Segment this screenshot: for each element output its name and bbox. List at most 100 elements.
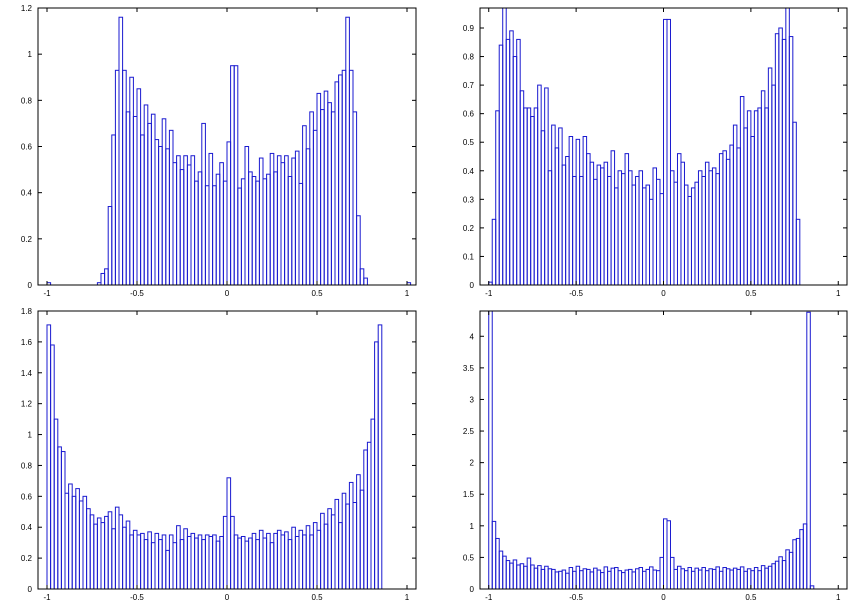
y-tick-label: 0.8	[463, 53, 475, 62]
histogram-bar	[663, 18, 668, 286]
histogram-bar	[57, 446, 62, 590]
x-tick-label: -0.5	[569, 593, 583, 602]
histogram-bar	[147, 122, 152, 286]
histogram-bar	[774, 33, 780, 286]
histogram-bar	[523, 565, 528, 590]
histogram-bar	[673, 181, 678, 286]
histogram-bar	[600, 572, 605, 590]
histogram-bar	[132, 115, 138, 286]
y-tick-label: 1.6	[21, 338, 33, 347]
histogram-bar	[356, 474, 361, 590]
histogram-bar	[753, 567, 759, 590]
histogram-bar	[251, 176, 257, 286]
histogram-bar	[718, 153, 724, 286]
histogram-bar	[589, 571, 595, 590]
histogram-bar	[150, 113, 156, 286]
histogram-bar	[118, 514, 124, 590]
x-tick-label: -1	[485, 289, 493, 298]
y-tick-label: 0	[28, 281, 33, 290]
histogram-bar	[607, 570, 612, 590]
histogram-bar	[593, 178, 598, 286]
histogram-bar	[46, 324, 52, 590]
histogram-bar	[610, 567, 616, 590]
histogram-bar	[100, 272, 106, 286]
histogram-bar	[176, 155, 181, 286]
histogram-bar	[323, 523, 329, 590]
histogram-bar	[312, 129, 318, 286]
histogram-bar	[172, 162, 178, 286]
histogram-bar	[316, 92, 322, 286]
histogram-bar	[687, 195, 692, 286]
histogram-bar	[579, 175, 584, 286]
histogram-bar	[248, 537, 253, 590]
histogram-bar	[586, 153, 591, 286]
histogram-bar	[291, 526, 296, 590]
histogram-bar	[273, 171, 278, 286]
histogram-bar	[704, 161, 710, 286]
histogram-svg: -1 -0.5 0 0.5 1 0 0.1 0.2 0.3 0.4 0.5 0.6 0.7 0.8 0.9	[463, 7, 848, 298]
histogram-bar	[669, 170, 675, 286]
histogram-bar	[276, 155, 282, 286]
histogram-bar	[509, 30, 514, 286]
histogram-bar	[572, 570, 577, 590]
histogram-bar	[172, 542, 178, 590]
histogram-bar	[111, 134, 116, 286]
histogram-bar	[89, 514, 95, 590]
histogram-bar	[262, 537, 268, 590]
histogram-bar	[683, 570, 689, 590]
histogram-bar	[104, 268, 109, 286]
histogram-bar	[68, 483, 73, 590]
y-tick-label: 0	[470, 585, 475, 594]
histogram-bar	[488, 310, 493, 590]
histogram-bar	[114, 69, 120, 286]
histogram-bar	[212, 534, 217, 590]
histogram-bar	[219, 162, 224, 286]
histogram-bar	[143, 539, 149, 590]
histogram-bar	[114, 506, 120, 590]
y-tick-label: 1	[28, 50, 33, 59]
x-tick-label: -0.5	[569, 289, 583, 298]
histogram-bar	[305, 525, 311, 590]
histogram-bar	[792, 539, 797, 590]
histogram-bar	[194, 180, 199, 286]
y-tick-label: 0.2	[21, 235, 33, 244]
histogram-bar	[746, 568, 752, 590]
y-tick-label: 0.1	[463, 252, 475, 261]
x-tick-label: 0	[225, 289, 230, 298]
histogram-bar	[722, 567, 727, 590]
y-tick-label: 1.8	[21, 307, 33, 316]
y-tick-label: 0.5	[463, 138, 475, 147]
histogram-bar	[302, 125, 307, 286]
histogram-bar	[781, 560, 787, 590]
y-tick-label: 0	[470, 281, 475, 290]
histogram-bar	[327, 508, 332, 590]
x-tick-label: 1	[836, 593, 841, 602]
y-tick-label: 0.6	[463, 110, 475, 119]
y-tick-label: 1	[470, 522, 475, 531]
histogram-bar	[244, 540, 250, 590]
histogram-bar	[739, 96, 745, 286]
y-tick-label: 1	[28, 431, 33, 440]
histogram-bar	[186, 535, 192, 590]
histogram-bar	[208, 152, 214, 286]
histogram-bar	[204, 185, 210, 286]
histogram-bar	[589, 161, 595, 286]
histogram-bar	[694, 181, 699, 286]
histogram-bar	[690, 187, 696, 286]
histogram-bar	[526, 107, 532, 286]
y-tick-label: 2	[470, 459, 475, 468]
histogram-bar	[345, 16, 350, 286]
histogram-bar	[642, 570, 647, 590]
histogram-bar	[785, 549, 790, 590]
histogram-bar	[572, 175, 577, 286]
histogram-bar	[610, 150, 616, 286]
histogram-bar	[582, 136, 588, 286]
histogram-bar	[582, 568, 588, 590]
y-tick-label: 0.6	[21, 143, 33, 152]
histogram-bar	[624, 569, 630, 590]
histogram-bar	[258, 157, 264, 286]
histogram-bar	[656, 178, 661, 286]
histogram-bar	[516, 564, 521, 590]
histogram-bar	[75, 488, 80, 590]
histogram-bar	[161, 118, 167, 286]
